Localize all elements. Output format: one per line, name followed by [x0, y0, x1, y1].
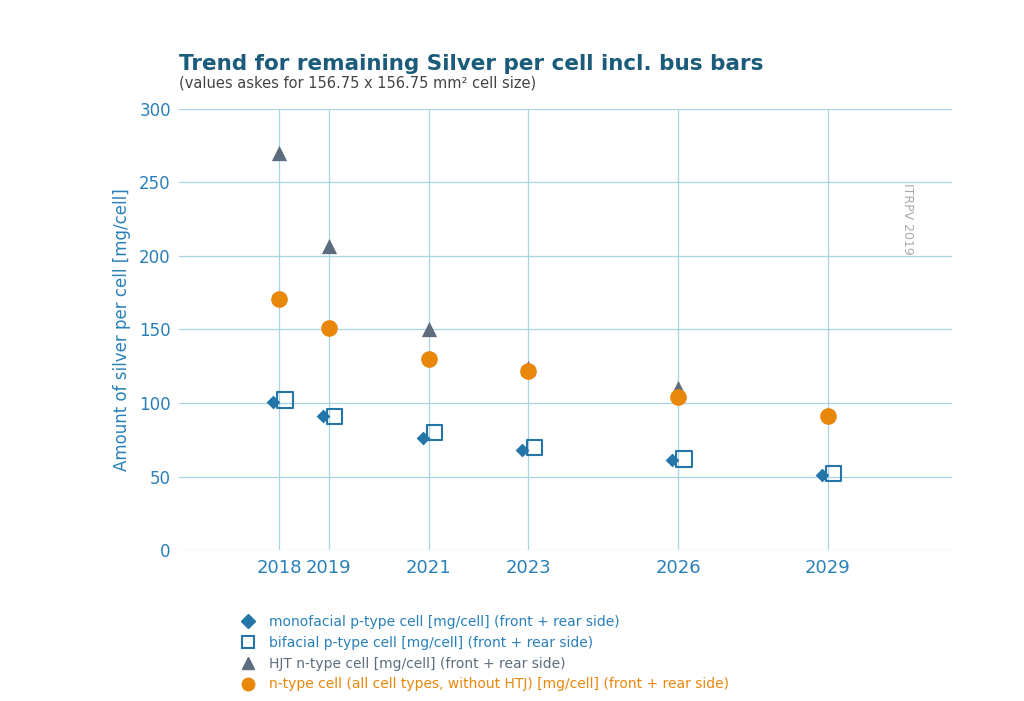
- Point: [270, 147, 287, 158]
- Point: [421, 353, 437, 365]
- Text: (values askes for 156.75 x 156.75 mm² cell size): (values askes for 156.75 x 156.75 mm² ce…: [179, 75, 537, 90]
- Point: [676, 454, 692, 465]
- Point: [270, 293, 287, 304]
- Point: [276, 395, 293, 406]
- Point: [520, 362, 537, 374]
- Point: [421, 324, 437, 335]
- Point: [426, 427, 442, 438]
- Text: ITRPV 2019: ITRPV 2019: [901, 183, 914, 255]
- Point: [327, 411, 343, 422]
- Legend: monofacial p-type cell [mg/cell] (front + rear side), bifacial p-type cell [mg/c: monofacial p-type cell [mg/cell] (front …: [234, 615, 729, 691]
- Y-axis label: Amount of silver per cell [mg/cell]: Amount of silver per cell [mg/cell]: [113, 188, 131, 471]
- Point: [664, 455, 680, 466]
- Point: [825, 468, 842, 479]
- Point: [670, 392, 686, 403]
- Point: [265, 396, 282, 407]
- Point: [321, 322, 337, 334]
- Point: [321, 240, 337, 251]
- Point: [520, 365, 537, 376]
- Point: [670, 383, 686, 394]
- Point: [813, 470, 829, 481]
- Point: [514, 444, 530, 456]
- Point: [415, 433, 431, 444]
- Point: [526, 442, 543, 453]
- Point: [314, 411, 331, 422]
- Point: [819, 411, 836, 422]
- Text: Trend for remaining Silver per cell incl. bus bars: Trend for remaining Silver per cell incl…: [179, 53, 764, 74]
